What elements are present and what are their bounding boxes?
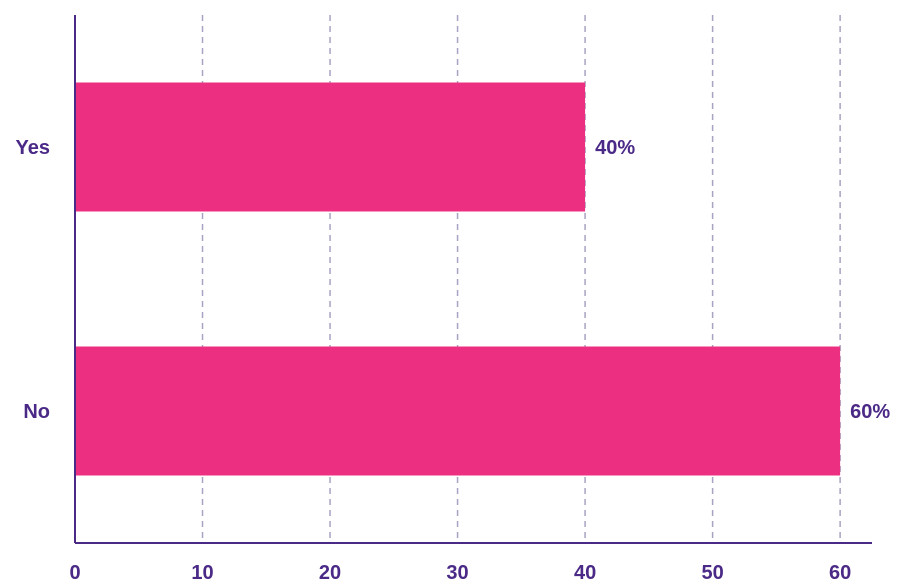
bar-yes: [75, 82, 586, 212]
data-label: 40%: [595, 137, 635, 159]
bars: [75, 82, 841, 476]
x-tick-label: 0: [69, 562, 80, 584]
x-tick-label: 10: [191, 562, 213, 584]
bar-no: [75, 346, 841, 476]
x-tick-label: 50: [701, 562, 723, 584]
category-label: Yes: [16, 137, 50, 159]
axes: [74, 15, 872, 544]
x-tick-label: 20: [319, 562, 341, 584]
category-label: No: [23, 401, 50, 423]
x-tick-label: 40: [574, 562, 596, 584]
labels: 0 10 20 30 40 50 60 Yes 40% No 60%: [16, 137, 891, 584]
x-tick-label: 30: [446, 562, 468, 584]
data-label: 60%: [850, 401, 890, 423]
x-tick-label: 60: [829, 562, 851, 584]
